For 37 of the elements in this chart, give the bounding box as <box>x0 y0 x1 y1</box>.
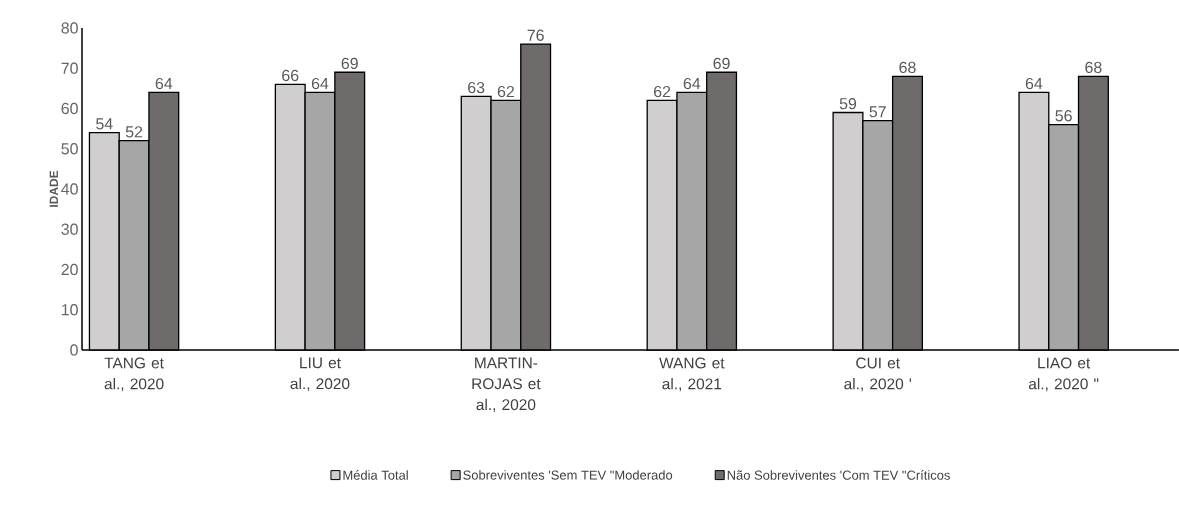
y-tick-label: 20 <box>61 263 78 276</box>
x-tick-label: LIU et al., 2020 <box>290 357 350 392</box>
data-label: 64 <box>311 77 329 90</box>
legend-label: Sobreviventes 'Sem TEV "Moderado <box>463 470 673 480</box>
y-tick-label: 60 <box>61 102 78 115</box>
legend-label: Não Sobreviventes 'Com TEV "Críticos <box>727 470 950 480</box>
data-label: 68 <box>1085 61 1102 74</box>
data-label: 56 <box>1055 110 1072 122</box>
data-label: 64 <box>155 77 173 90</box>
data-label: 63 <box>468 81 485 94</box>
x-tick-label: TANG et al., 2020 <box>104 357 164 392</box>
x-tick-label: MARTIN-ROJAS et al., 2020 <box>472 357 541 412</box>
y-tick-label: 70 <box>61 62 78 74</box>
y-tick-label: 10 <box>61 304 78 316</box>
y-axis-title: IDADE <box>49 170 58 207</box>
data-label: 64 <box>1025 77 1043 90</box>
x-tick-label: LIAO et al., 2020 " <box>1028 357 1099 392</box>
x-tick-label: CUI et al., 2020 ' <box>844 357 912 392</box>
y-tick-label: 80 <box>61 22 78 34</box>
legend-label: Média Total <box>343 470 408 480</box>
data-label: 69 <box>341 57 358 70</box>
data-label: 52 <box>125 126 143 138</box>
y-tick-label: 40 <box>61 183 78 195</box>
y-tick-label: 50 <box>61 143 78 155</box>
data-label: 76 <box>527 29 544 41</box>
x-tick-label: WANG et al., 2021 <box>659 357 725 392</box>
data-label: 62 <box>497 85 514 98</box>
y-tick-label: 0 <box>70 344 78 356</box>
y-tick-label: 30 <box>61 223 78 235</box>
data-label: 59 <box>839 98 857 110</box>
data-label: 54 <box>96 118 113 130</box>
data-label: 64 <box>683 77 701 90</box>
data-label: 62 <box>654 85 671 98</box>
data-label: 69 <box>713 57 730 70</box>
data-label: 66 <box>282 69 299 82</box>
data-label: 57 <box>869 106 886 118</box>
data-label: 68 <box>899 61 916 74</box>
